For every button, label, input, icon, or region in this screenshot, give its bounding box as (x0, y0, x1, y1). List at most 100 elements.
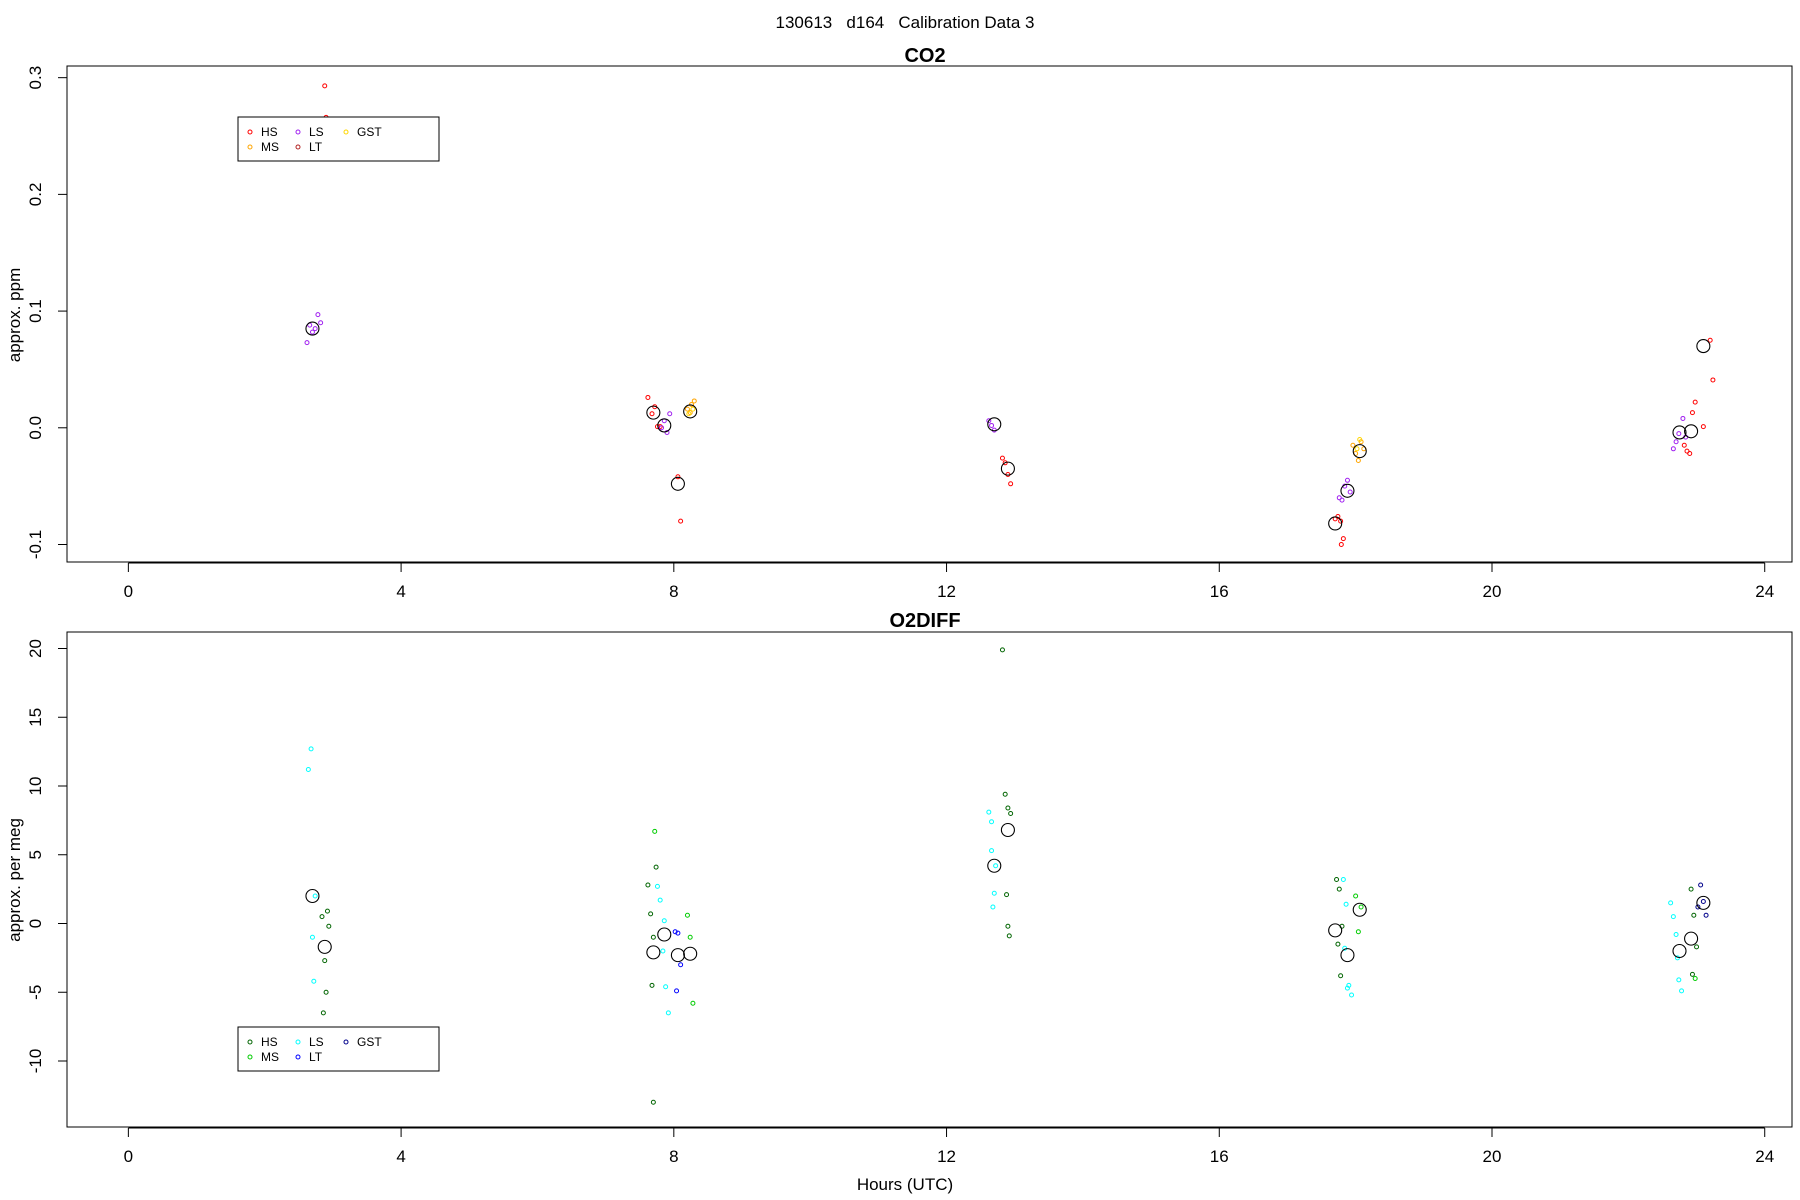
o2diff-point-ms (1355, 929, 1361, 935)
o2diff-point-ls (1668, 900, 1674, 906)
co2-legend-label-hs: HS (261, 125, 278, 139)
o2diff-point-ms (1358, 904, 1364, 910)
o2diff-point-ls (1679, 988, 1685, 994)
o2diff-point-hs (650, 934, 656, 940)
o2diff-mean-marker (1684, 931, 1699, 946)
co2-y-tick-label: 0.0 (26, 416, 45, 440)
o2diff-point-hs (1336, 886, 1342, 892)
o2diff-point-hs (999, 647, 1005, 653)
co2-point-hs (1700, 424, 1706, 430)
co2-mean-marker (646, 405, 661, 420)
o2diff-point-hs (649, 982, 655, 988)
co2-point-hs (1692, 399, 1698, 405)
o2diff-point-hs (323, 989, 329, 995)
co2-point-ls (1344, 477, 1350, 483)
co2-mean-marker (1696, 339, 1711, 354)
co2-mean-marker (670, 476, 685, 491)
co2-legend-label-ls: LS (309, 125, 324, 139)
o2diff-point-hs (1005, 923, 1011, 929)
co2-legend-marker-lt (295, 144, 301, 150)
o2diff-y-tick-label: 20 (26, 639, 45, 658)
o2diff-mean-marker (305, 888, 320, 904)
co2-point-ls (1680, 415, 1686, 421)
co2-mean-marker (1328, 516, 1343, 531)
co2-point-ls (312, 326, 318, 332)
o2diff-point-gst (1700, 899, 1706, 904)
o2diff-point-ls (312, 893, 318, 899)
co2-point-hs (1681, 442, 1687, 448)
o2diff-point-ls (989, 848, 995, 854)
co2-legend-box (237, 116, 440, 162)
co2-point-ls (315, 312, 321, 318)
o2diff-legend-label-hs: HS (261, 1035, 278, 1049)
o2diff-panel: O2DIFF approx. per meg 0 4 8 12 16 20 24 -10 -5 0… (5, 610, 1793, 1166)
o2diff-point-ls (1344, 985, 1350, 991)
co2-point-ls (659, 425, 665, 431)
co2-y-axis-label: approx. ppm (5, 268, 24, 363)
o2diff-point-ls (989, 819, 995, 825)
o2diff-point-lt (672, 929, 678, 935)
co2-point-ls (667, 411, 673, 417)
o2diff-point-ls (1346, 982, 1352, 988)
co2-x-tick-label: 20 (1483, 582, 1502, 601)
co2-mean-marker (683, 404, 698, 419)
o2diff-point-ms (690, 1000, 696, 1006)
o2diff-y-tick-label: 5 (26, 850, 45, 859)
o2diff-mean-marker (1340, 948, 1355, 963)
o2diff-mean-marker (1000, 822, 1015, 838)
o2diff-point-hs (1338, 973, 1344, 979)
co2-x-tick-label: 4 (396, 582, 405, 601)
o2diff-mean-marker (683, 946, 698, 961)
o2diff-legend-label-ms: MS (261, 1050, 279, 1064)
co2-legend-marker-hs (247, 129, 253, 135)
co2-mean-marker (305, 321, 320, 336)
o2diff-point-hs (1694, 944, 1700, 950)
o2diff-point-ls (1343, 901, 1349, 907)
co2-mean-marker (657, 418, 672, 433)
o2diff-legend-label-ls: LS (309, 1035, 324, 1049)
co2-point-ls (318, 320, 324, 326)
o2diff-x-tick-label: 24 (1755, 1147, 1774, 1166)
co2-point-ls (1673, 439, 1679, 445)
o2diff-point-hs (324, 908, 330, 914)
co2-x-tick-label: 8 (669, 582, 678, 601)
o2diff-point-gst (1695, 904, 1701, 910)
o2diff-point-gst (1703, 912, 1709, 918)
o2diff-point-ls (309, 934, 315, 940)
o2diff-point-hs (319, 914, 325, 920)
o2diff-point-ls (993, 863, 999, 869)
o2diff-point-hs (645, 882, 651, 888)
co2-y-tick-label: 0.3 (26, 66, 45, 90)
co2-mean-marker (987, 417, 1002, 432)
o2diff-mean-marker (1328, 923, 1343, 938)
co2-point-hs (1340, 536, 1346, 542)
co2-x-tick-label: 16 (1210, 582, 1229, 601)
co2-panel-title: CO2 (904, 45, 945, 67)
co2-point-gst (1354, 446, 1360, 452)
o2diff-mean-marker (987, 858, 1002, 873)
co2-point-ls (989, 422, 995, 428)
o2diff-legend-box (237, 1026, 440, 1072)
o2diff-x-tick-label: 16 (1210, 1147, 1229, 1166)
o2diff-point-hs (1004, 892, 1010, 898)
co2-legend-marker-ms (247, 144, 253, 150)
co2-point-hs (678, 518, 684, 524)
co2-legend-marker-gst (343, 129, 349, 135)
o2diff-point-hs (1005, 805, 1011, 811)
co2-point-gst (690, 406, 696, 412)
o2diff-y-tick-label: -10 (26, 1049, 45, 1074)
co2-point-ms (1355, 457, 1361, 463)
co2-legend-marker-ls (295, 129, 301, 135)
o2diff-legend-marker-lt (295, 1054, 301, 1060)
o2diff-point-ms (687, 934, 693, 940)
o2diff-x-tick-label: 4 (396, 1147, 405, 1166)
co2-y-tick-label: 0.2 (26, 183, 45, 207)
o2diff-legend-marker-hs (247, 1039, 253, 1045)
co2-point-hs (1689, 410, 1695, 416)
figure-title: 130613 d164 Calibration Data 3 (776, 13, 1035, 32)
o2diff-point-ms (684, 912, 690, 918)
o2diff-point-ms (652, 828, 658, 834)
co2-y-tick-label: -0.1 (26, 530, 45, 559)
